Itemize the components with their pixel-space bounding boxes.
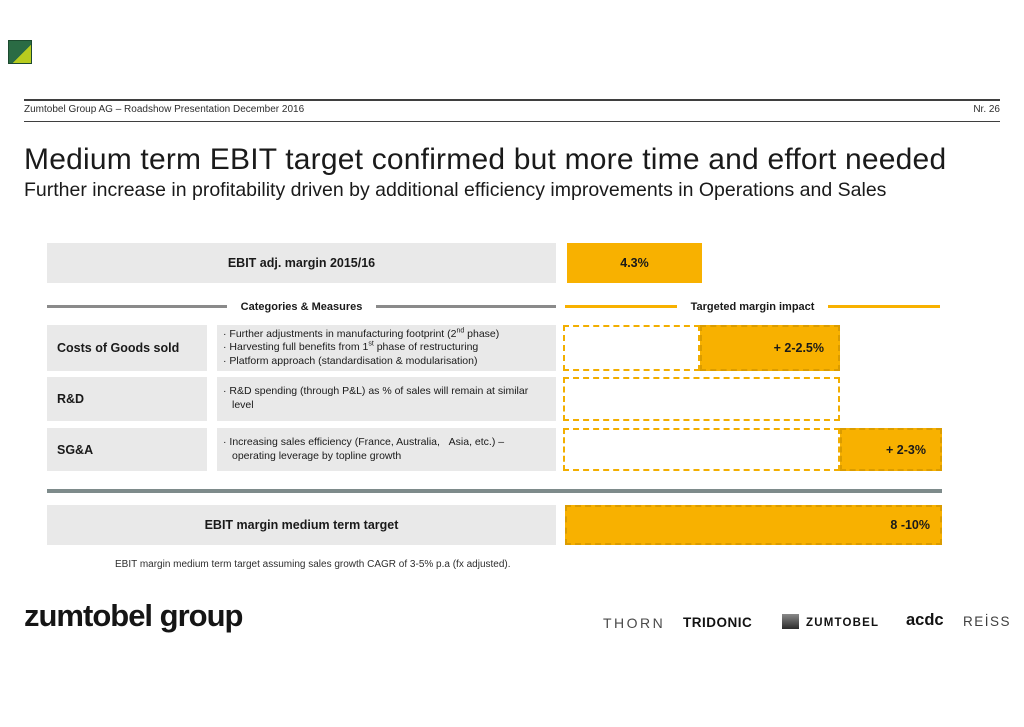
- targeted-margin-impact-header: Targeted margin impact: [565, 299, 941, 314]
- header-rule-top: [24, 99, 1000, 101]
- impact-value: + 2-2.5%: [700, 325, 840, 371]
- measure-item: Increasing sales efficiency (France, Aus…: [223, 436, 550, 463]
- measure-item: Further adjustments in manufacturing foo…: [223, 327, 499, 342]
- targeted-margin-impact-label: Targeted margin impact: [690, 300, 815, 313]
- categories-measures-header: Categories & Measures: [47, 299, 557, 314]
- impact-value: + 2-3%: [840, 428, 942, 471]
- measure-item: Harvesting full benefits from 1st phase …: [223, 341, 499, 355]
- impact-bar-empty: [563, 325, 700, 371]
- brand-thorn: THORN: [603, 615, 666, 631]
- yellow-line: [828, 305, 941, 308]
- brand-zumtobel: ZUMTOBEL: [806, 617, 880, 629]
- ebit-target-value: 8 -10%: [565, 505, 942, 545]
- page-number: Nr. 26: [973, 104, 1000, 115]
- category-label: SG&A: [47, 428, 207, 471]
- corner-watermark-icon: [8, 40, 32, 64]
- category-label: Costs of Goods sold: [47, 325, 207, 371]
- impact-bar-empty: [563, 428, 840, 471]
- header-presentation-title: Zumtobel Group AG – Roadshow Presentatio…: [24, 104, 305, 115]
- measure-item: R&D spending (through P&L) as % of sales…: [223, 385, 550, 412]
- measures-box: Further adjustments in manufacturing foo…: [217, 325, 556, 371]
- ebit-target-label: EBIT margin medium term target: [47, 505, 556, 545]
- header-rule-bottom: [24, 121, 1000, 122]
- ebit-adj-margin-label: EBIT adj. margin 2015/16: [47, 243, 556, 283]
- brand-reiss: REİSS: [963, 614, 1012, 629]
- categories-measures-label: Categories & Measures: [240, 300, 363, 313]
- measures-box: R&D spending (through P&L) as % of sales…: [217, 377, 556, 421]
- zumtobel-square-icon: [782, 614, 799, 629]
- brand-tridonic: TRIDONIC: [683, 615, 753, 630]
- measures-box: Increasing sales efficiency (France, Aus…: [217, 428, 556, 471]
- footnote: EBIT margin medium term target assuming …: [115, 559, 511, 570]
- ebit-adj-margin-value: 4.3%: [567, 243, 702, 283]
- brand-acdc: acdc: [906, 611, 944, 629]
- yellow-line: [565, 305, 677, 308]
- category-label: R&D: [47, 377, 207, 421]
- page-title: Medium term EBIT target confirmed but mo…: [24, 143, 947, 176]
- impact-bar-empty: [563, 377, 840, 421]
- gray-line: [47, 305, 227, 308]
- gray-line: [376, 305, 557, 308]
- zumtobel-group-logo: zumtobel group: [24, 598, 243, 633]
- measure-item: Platform approach (standardisation & mod…: [223, 355, 499, 369]
- header: Zumtobel Group AG – Roadshow Presentatio…: [24, 104, 1000, 115]
- page-subtitle: Further increase in profitability driven…: [24, 179, 887, 201]
- section-separator: [47, 489, 942, 493]
